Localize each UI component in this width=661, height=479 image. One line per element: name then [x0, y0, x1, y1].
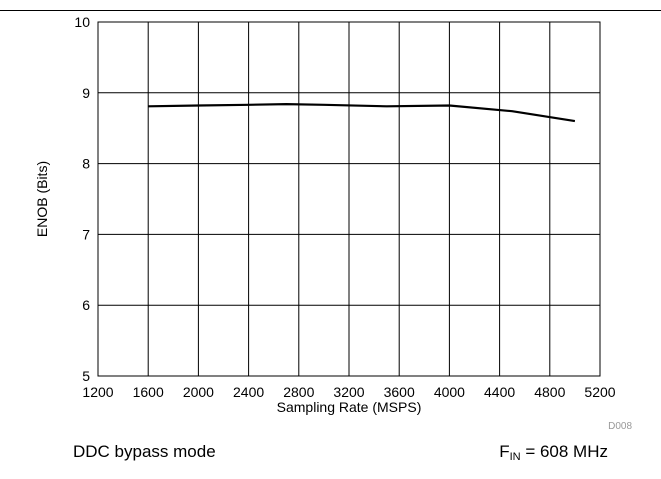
caption-freq-value: = 608 MHz: [520, 442, 608, 461]
y-axis-title: ENOB (Bits): [34, 161, 50, 237]
x-tick-label: 5200: [584, 384, 615, 400]
x-tick-label: 4800: [534, 384, 565, 400]
x-tick-label: 1200: [82, 384, 113, 400]
x-tick-label: 3600: [384, 384, 415, 400]
figure-id: D008: [608, 421, 632, 432]
x-tick-label: 3200: [333, 384, 364, 400]
enob-series-line: [148, 102, 576, 123]
caption-freq-symbol: F: [499, 442, 510, 461]
y-tick-label: 6: [82, 297, 90, 313]
caption-mode: DDC bypass mode: [73, 442, 216, 461]
y-tick-label: 7: [82, 226, 90, 242]
caption-input-frequency: FIN = 608 MHz: [499, 442, 608, 463]
caption-freq-subscript: IN: [509, 451, 521, 463]
x-tick-label: 4400: [484, 384, 515, 400]
y-tick-label: 10: [74, 14, 90, 30]
x-tick-label: 1600: [133, 384, 164, 400]
x-tick-label: 2400: [233, 384, 264, 400]
x-tick-labels: 1200 1600 2000 2400 2800 3200 3600 4000 4400 4800…: [82, 384, 615, 400]
grid-lines: [97, 21, 601, 377]
y-tick-label: 9: [82, 85, 90, 101]
x-axis-title: Sampling Rate (MSPS): [277, 399, 422, 415]
top-rule: [0, 10, 661, 11]
plot-area-frame: [97, 21, 601, 377]
series-group: [148, 102, 576, 123]
y-tick-label: 5: [82, 368, 90, 384]
x-tick-label: 2800: [283, 384, 314, 400]
x-tick-label: 2000: [183, 384, 214, 400]
y-tick-labels: 5 6 7 8 9 10: [74, 14, 90, 384]
y-tick-label: 8: [82, 156, 90, 172]
x-tick-label: 4000: [434, 384, 465, 400]
